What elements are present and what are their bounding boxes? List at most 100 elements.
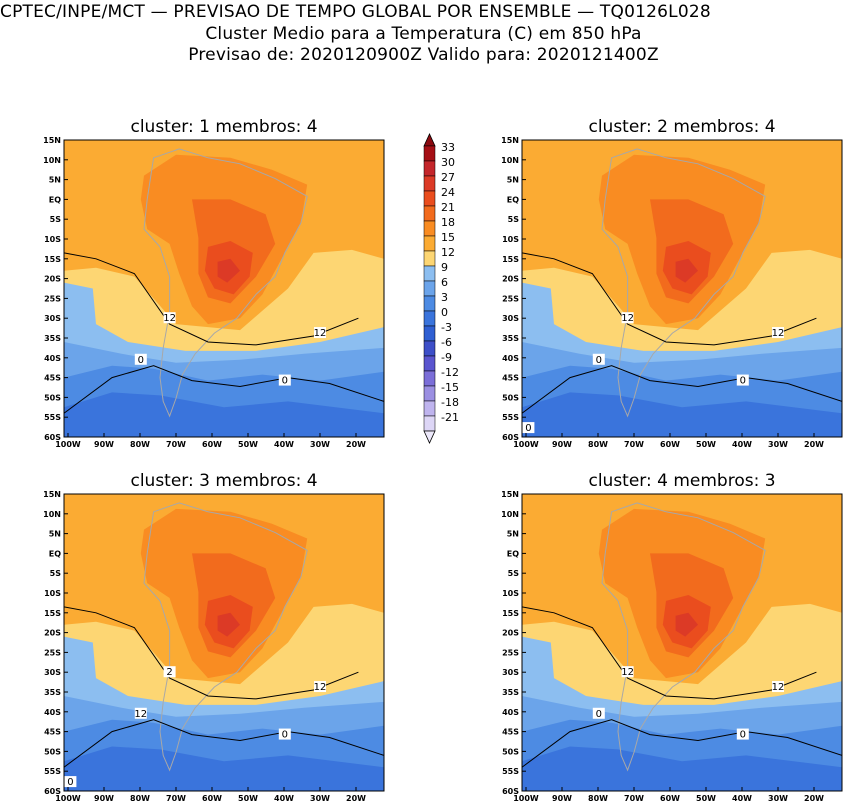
- colorbar-label: 12: [441, 246, 455, 259]
- colorbar-label: 15: [441, 231, 455, 244]
- lon-label: 50W: [238, 794, 258, 803]
- contour-label-bg: [621, 666, 634, 678]
- lon-label: 100W: [513, 440, 539, 449]
- colorbar-label: 27: [441, 171, 455, 184]
- lat-label: 40S: [44, 708, 61, 717]
- coastline: [601, 502, 766, 772]
- colorbar-swatch: [423, 160, 436, 177]
- lat-label: 15S: [502, 255, 519, 264]
- colorbar-label: 6: [441, 276, 448, 289]
- lat-label: 15N: [43, 136, 61, 145]
- lat-label: 45S: [502, 728, 519, 737]
- contour-label: 12: [621, 667, 634, 678]
- lat-label: 20S: [44, 275, 61, 284]
- lon-label: 20W: [804, 794, 824, 803]
- lon-label: 90W: [552, 440, 572, 449]
- contour-label-bg: [592, 707, 605, 719]
- colorbar-label: 18: [441, 216, 455, 229]
- contour-label: 2: [166, 667, 172, 678]
- lat-label: 15N: [501, 136, 519, 145]
- colorbar-swatch: [423, 175, 436, 192]
- lat-label: 25S: [502, 648, 519, 657]
- contour-label: 12: [163, 313, 176, 324]
- contour-label: 0: [596, 709, 602, 720]
- contour-label: 0: [525, 423, 531, 434]
- contour-label: 12: [772, 682, 785, 693]
- lat-label: 5S: [50, 569, 62, 578]
- contour-label-bg: [314, 327, 326, 339]
- temperature-shading: [64, 746, 384, 791]
- lon-label: 80W: [588, 440, 608, 449]
- temperature-shading: [217, 258, 240, 283]
- lon-label: 30W: [768, 440, 788, 449]
- lon-label: 90W: [94, 794, 114, 803]
- contour-line: [64, 606, 359, 700]
- contour-label-bg: [736, 374, 749, 386]
- lat-label: EQ: [49, 549, 61, 558]
- header-title: CPTEC/INPE/MCT — PREVISAO DE TEMPO GLOBA…: [0, 2, 711, 22]
- contour-line: [522, 365, 842, 414]
- contour-label-bg: [772, 327, 784, 339]
- lon-label: 20W: [346, 440, 366, 449]
- colorbar-label: -3: [441, 321, 452, 334]
- contour-label: 0: [282, 730, 288, 741]
- lat-label: 60S: [502, 787, 519, 796]
- lat-label: EQ: [507, 195, 519, 204]
- colorbar-bottom-arrow: [423, 430, 436, 444]
- coastline: [143, 148, 308, 418]
- lat-label: 5N: [507, 176, 519, 185]
- colorbar-label: 24: [441, 186, 455, 199]
- colorbar-swatch: [423, 205, 436, 222]
- colorbar-swatch: [423, 265, 436, 282]
- colorbar-swatch: [423, 385, 436, 402]
- colorbar-label: -15: [441, 381, 459, 394]
- panel-title: cluster: 4 membros: 3: [588, 471, 775, 491]
- contour-label: 0: [596, 355, 602, 366]
- contour-label: 0: [138, 355, 144, 366]
- temperature-shading: [522, 746, 842, 791]
- lat-label: 60S: [44, 433, 61, 442]
- lat-label: 25S: [502, 294, 519, 303]
- lat-label: 5N: [49, 176, 61, 185]
- lat-label: 55S: [44, 767, 61, 776]
- lon-label: 40W: [274, 794, 294, 803]
- lon-label: 90W: [94, 440, 114, 449]
- lat-label: 30S: [502, 668, 519, 677]
- map-frame: [521, 139, 843, 438]
- lat-label: 20S: [44, 629, 61, 638]
- lon-label: 70W: [624, 440, 644, 449]
- panel-title: cluster: 2 membros: 4: [588, 117, 775, 137]
- colorbar-swatch: [423, 280, 436, 297]
- colorbar-swatch: [423, 145, 436, 162]
- lon-label: 30W: [768, 794, 788, 803]
- lon-label: 40W: [732, 440, 752, 449]
- lat-label: 40S: [502, 354, 519, 363]
- lat-label: 20S: [502, 629, 519, 638]
- lon-label: 40W: [274, 440, 294, 449]
- contour-line: [64, 365, 384, 414]
- lat-label: 20S: [502, 275, 519, 284]
- lat-label: 30S: [44, 668, 61, 677]
- temperature-shading: [522, 392, 842, 437]
- lon-label: 50W: [238, 440, 258, 449]
- colorbar-swatch: [423, 340, 436, 357]
- temperature-shading: [675, 612, 698, 637]
- lat-label: 10S: [44, 235, 61, 244]
- lat-label: 10S: [502, 589, 519, 598]
- colorbar-swatch: [423, 250, 436, 267]
- colorbar-swatch: [423, 295, 436, 312]
- contour-label-bg: [64, 776, 77, 788]
- colorbar-label: -6: [441, 336, 452, 349]
- colorbar-swatch: [423, 235, 436, 252]
- lon-label: 20W: [804, 440, 824, 449]
- panel-title: cluster: 3 membros: 4: [130, 471, 317, 491]
- lat-label: 10N: [43, 156, 61, 165]
- contour-line: [522, 252, 817, 346]
- lat-label: 40S: [44, 354, 61, 363]
- lat-label: 50S: [44, 747, 61, 756]
- lat-label: 60S: [502, 433, 519, 442]
- contour-label-bg: [314, 681, 326, 693]
- lat-label: 55S: [44, 413, 61, 422]
- lat-label: 45S: [44, 374, 61, 383]
